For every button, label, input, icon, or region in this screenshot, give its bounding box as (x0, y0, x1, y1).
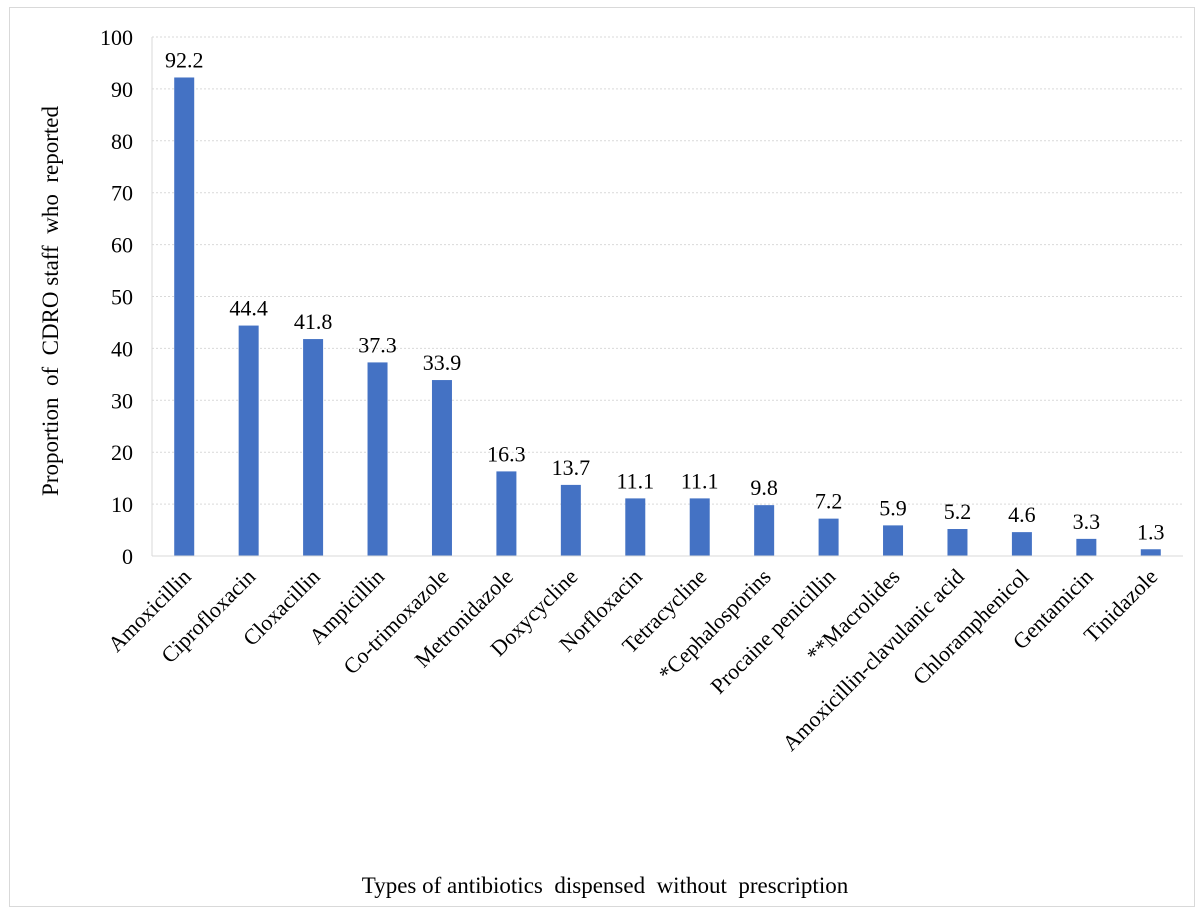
y-tick-label: 30 (111, 388, 133, 413)
data-label: 11.1 (681, 468, 719, 493)
bar (560, 484, 581, 556)
data-label: 16.3 (487, 441, 526, 466)
data-label: 37.3 (358, 332, 397, 357)
bar (1011, 532, 1032, 556)
data-label: 11.1 (616, 468, 654, 493)
y-tick-label: 50 (111, 285, 133, 310)
y-tick-label: 40 (111, 336, 133, 361)
y-tick-label: 80 (111, 129, 133, 154)
bar (818, 518, 839, 556)
x-axis-categories: AmoxicillinCiprofloxacinCloxacillinAmpic… (103, 564, 1162, 756)
data-label: 5.9 (879, 495, 907, 520)
category-label: Chloramphenicol (908, 564, 1034, 690)
y-tick-label: 20 (111, 440, 133, 465)
data-label: 7.2 (815, 489, 843, 514)
y-tick-label: 90 (111, 77, 133, 102)
bar (496, 471, 517, 556)
data-label: 44.4 (229, 296, 268, 321)
data-label: 3.3 (1073, 509, 1101, 534)
data-label: 4.6 (1008, 502, 1036, 527)
data-label: 9.8 (750, 475, 778, 500)
data-label: 41.8 (294, 309, 333, 334)
bars (174, 77, 1161, 557)
y-tick-label: 70 (111, 181, 133, 206)
bar (947, 529, 968, 556)
bar (689, 498, 710, 556)
chart-frame (9, 7, 1195, 907)
y-axis-title: Proportion of CDRO staff who reported (38, 106, 63, 496)
bar (367, 362, 388, 556)
bar (431, 380, 452, 556)
data-label: 1.3 (1137, 519, 1165, 544)
data-label: 33.9 (423, 350, 462, 375)
bar (303, 339, 324, 556)
data-label: 5.2 (944, 499, 972, 524)
y-tick-label: 10 (111, 492, 133, 517)
data-labels: 92.2 44.4 41.8 37.3 33.9 16.3 13.7 11.1 11.1 9.8 7… (165, 47, 1165, 544)
y-tick-label: 60 (111, 233, 133, 258)
y-tick-label: 0 (122, 544, 133, 569)
bar (174, 77, 195, 557)
bar (883, 525, 904, 556)
bar (754, 505, 775, 556)
bar (1140, 549, 1161, 556)
bar (625, 498, 646, 556)
y-tick-label: 100 (100, 25, 133, 50)
category-label: *Cephalosporins (653, 564, 775, 686)
bar (238, 325, 259, 556)
data-label: 92.2 (165, 47, 204, 72)
x-axis-title: Types of antibiotics dispensed without p… (362, 873, 849, 898)
bar (1076, 538, 1097, 556)
data-label: 13.7 (552, 455, 591, 480)
y-axis-ticks: 0 10 20 30 40 50 60 70 80 90 100 (100, 25, 133, 569)
